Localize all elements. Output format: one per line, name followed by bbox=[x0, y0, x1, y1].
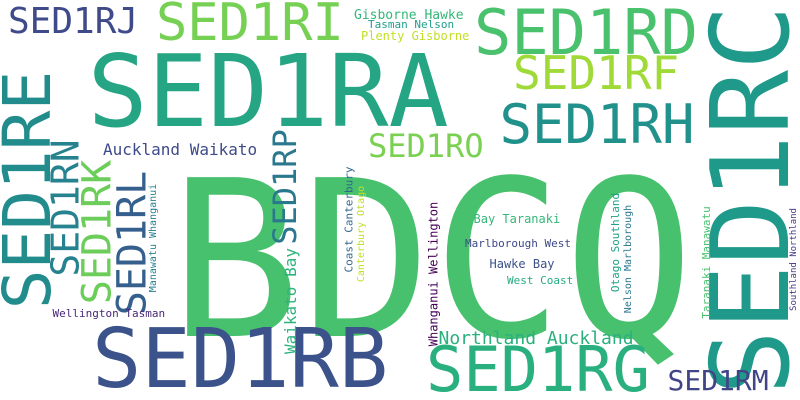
word-sed1ro: SED1RO bbox=[368, 127, 484, 165]
word-sed1ri: SED1RI bbox=[156, 0, 344, 53]
word-bay-taranaki: Bay Taranaki bbox=[473, 212, 561, 226]
word-sed1rg: SED1RG bbox=[426, 333, 650, 400]
word-sed1rf: SED1RF bbox=[513, 46, 680, 100]
word-wellington-tasman: Wellington Tasman bbox=[52, 306, 166, 320]
word-nelson-marlborough: Nelson Marlborough bbox=[623, 204, 635, 314]
word-otago-southland: Otago Southland bbox=[608, 192, 622, 292]
word-sed1rd: SED1RD bbox=[474, 0, 698, 69]
word-southland-northland: Southland Northland bbox=[788, 207, 799, 311]
word-west-coast: West Coast bbox=[507, 273, 574, 287]
word-gisborne-hawke: Gisborne Hawke bbox=[354, 7, 464, 23]
word-whanganui-wellington: Whanganui Wellington bbox=[425, 201, 440, 347]
word-sed1rb: SED1RB bbox=[92, 312, 389, 400]
word-coast-canterbury: Coast Canterbury bbox=[342, 166, 356, 272]
word-tasman-nelson: Tasman Nelson bbox=[368, 17, 455, 31]
word-hawke-bay: Hawke Bay bbox=[489, 257, 555, 271]
word-sed1ra: SED1RA bbox=[87, 33, 449, 150]
word-northland-auckland: Northland Auckland bbox=[438, 328, 634, 349]
word-sed1rj: SED1RJ bbox=[8, 1, 139, 42]
word-sed1rp: SED1RP bbox=[265, 129, 304, 245]
word-sed1rc: SED1RC bbox=[689, 4, 800, 396]
word-sed1rm: SED1RM bbox=[667, 364, 769, 397]
word-waikato-bay: Waikato Bay bbox=[280, 248, 300, 354]
word-sed1rl: SED1RL bbox=[108, 170, 155, 316]
word-canterbury-otago: Canterbury Otago bbox=[356, 185, 368, 283]
word-taranaki-manawatu: Taranaki Manawatu bbox=[699, 205, 713, 319]
word-sed1rh: SED1RH bbox=[499, 93, 695, 156]
word-bdcq: BDCQ bbox=[169, 135, 695, 388]
word-plenty-gisborne: Plenty Gisborne bbox=[361, 29, 470, 43]
word-marlborough-west: Marlborough West bbox=[465, 236, 571, 250]
word-auckland-waikato: Auckland Waikato bbox=[103, 140, 258, 159]
word-manawatu-whanganui: Manawatu Whanganui bbox=[148, 183, 160, 293]
